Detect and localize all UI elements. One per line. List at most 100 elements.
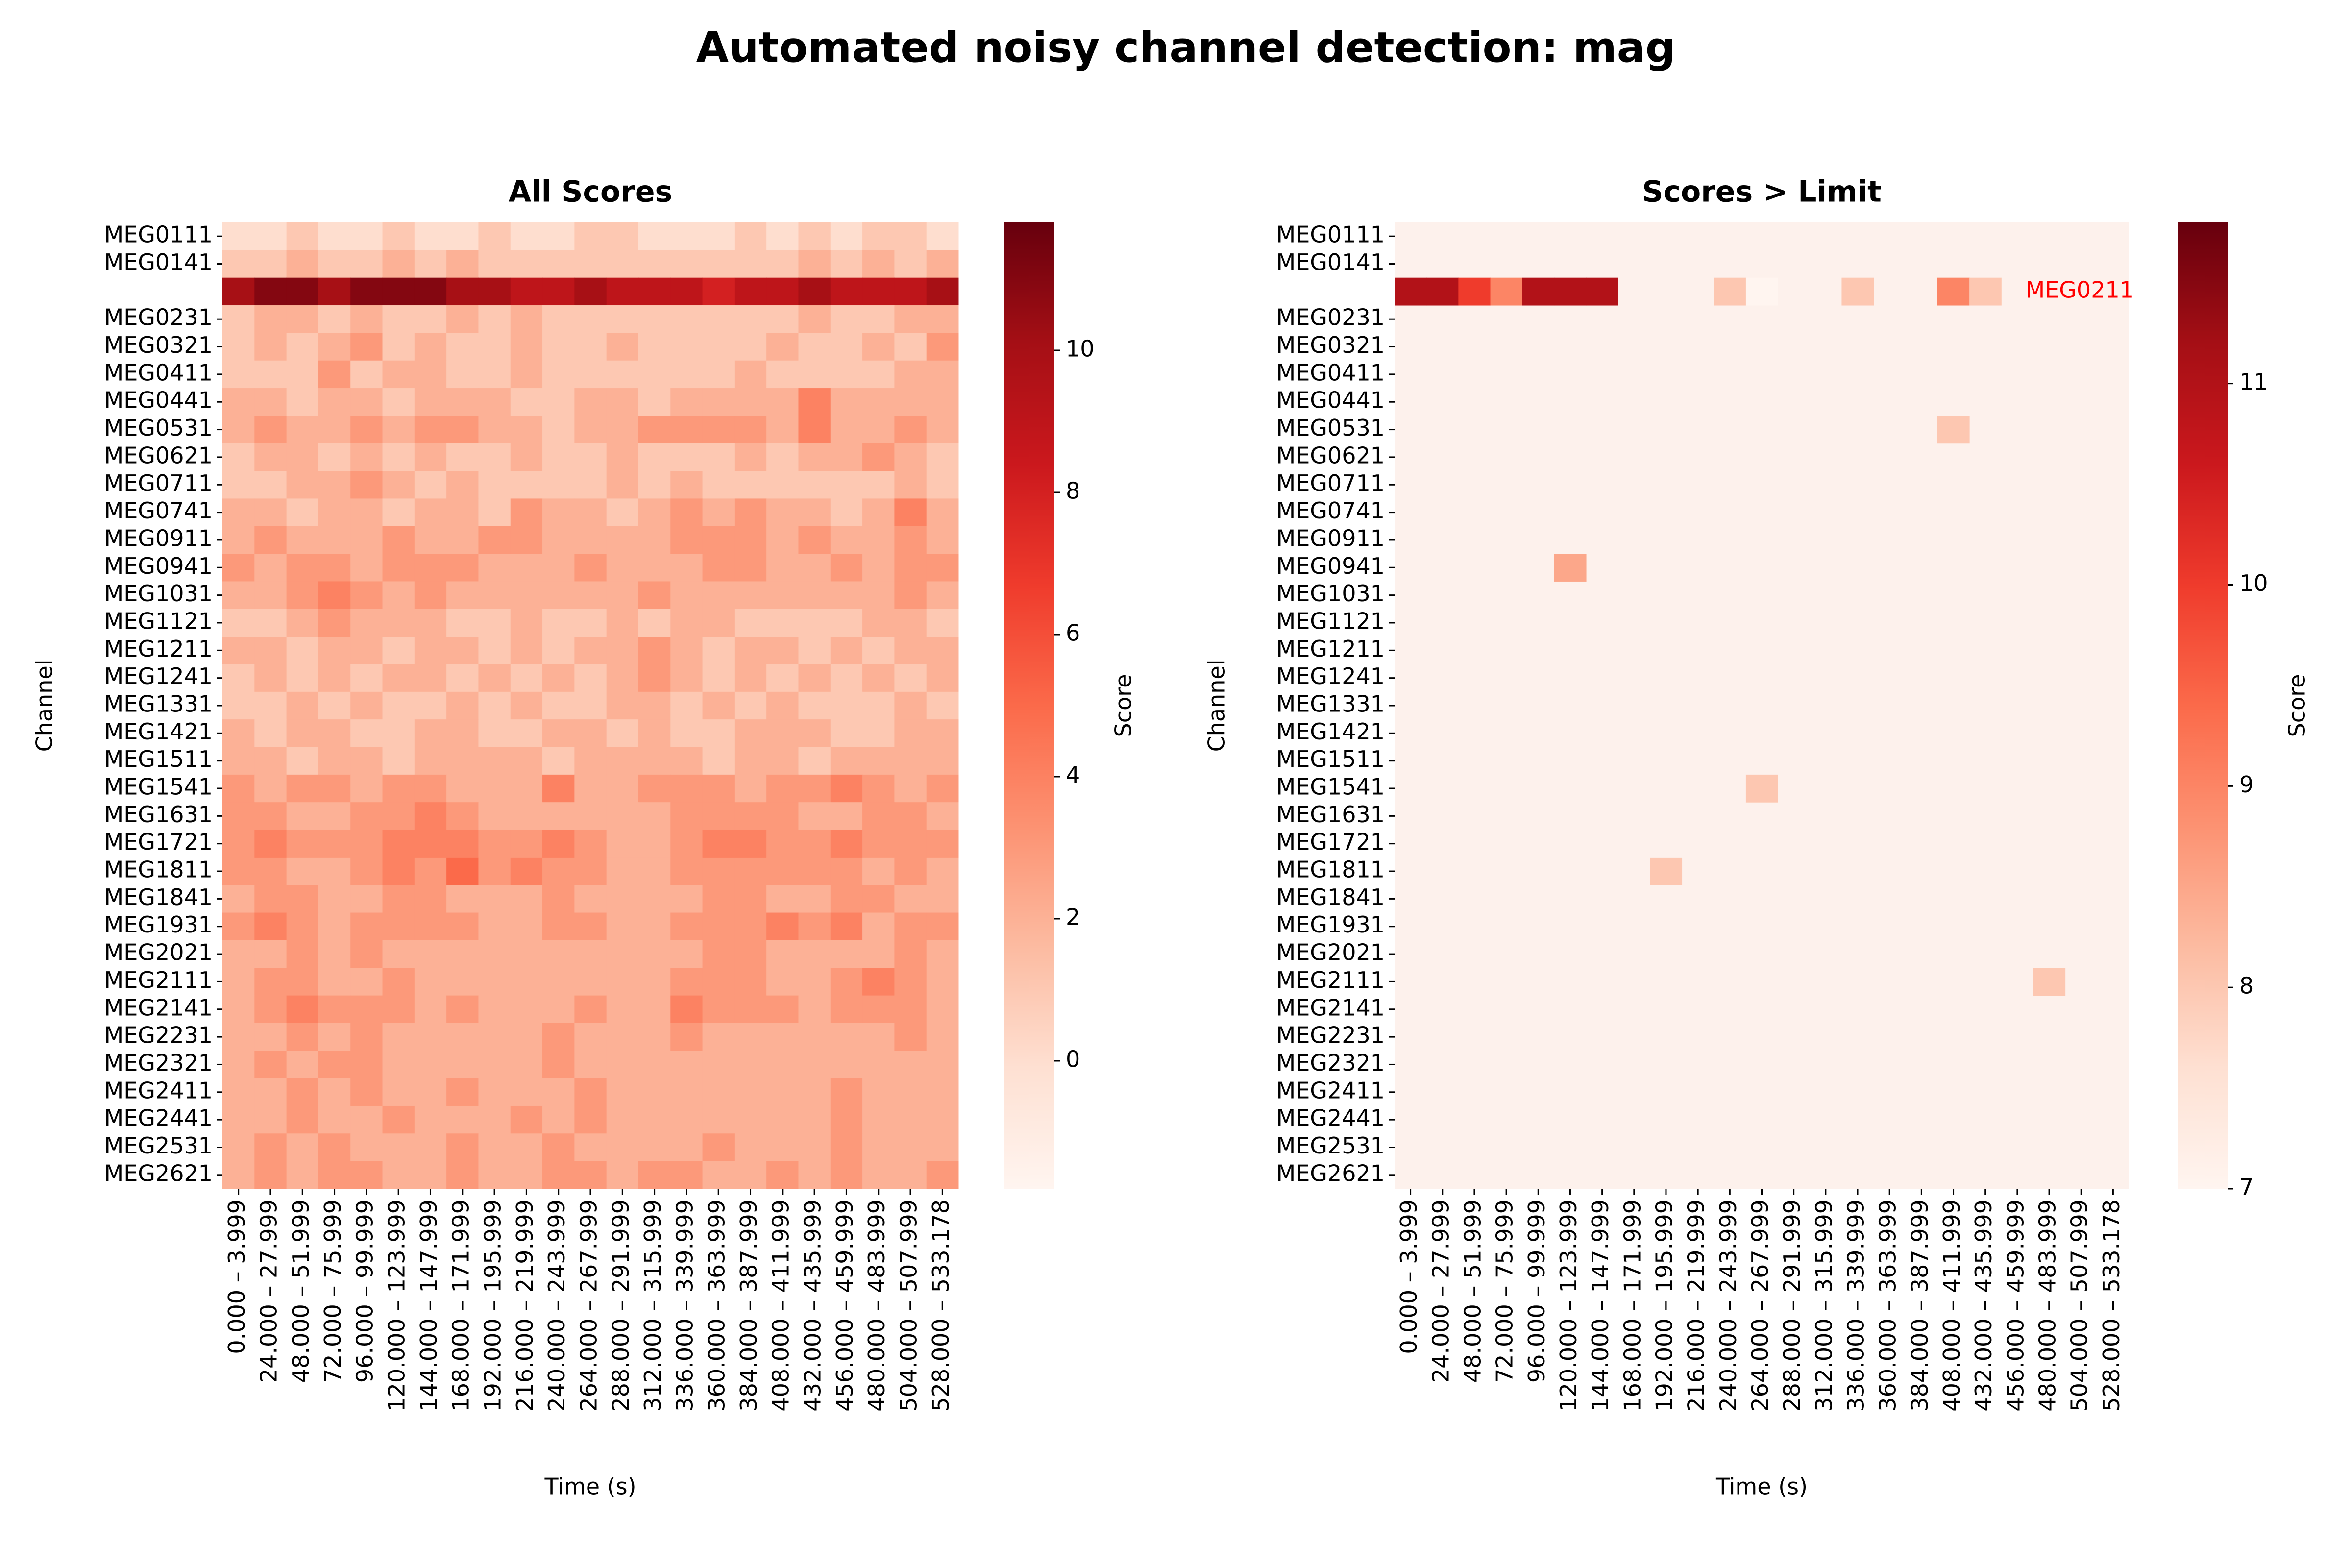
heat-cell: [574, 774, 607, 803]
heat-cell: [318, 857, 351, 885]
heat-cell: [766, 526, 799, 554]
heat-cell: [414, 747, 447, 775]
heat-cell: [510, 471, 543, 499]
heat-cell: [702, 222, 735, 250]
heat-cell: [222, 443, 255, 471]
x-tick-label: 24.000 – 27.999: [255, 1200, 282, 1383]
heat-cell: [670, 416, 703, 444]
heat-cell: [414, 305, 447, 333]
heat-cell: [766, 471, 799, 499]
y-tick-label: MEG1241: [104, 663, 213, 689]
plot-title: All Scores: [509, 175, 672, 209]
heat-cell: [254, 222, 287, 250]
heat-cell: [894, 498, 927, 527]
heat-cell: [222, 912, 255, 941]
heat-cell: [222, 857, 255, 885]
heat-cell: [574, 609, 607, 637]
heat-cell: [254, 498, 287, 527]
y-axis-label: Channel: [1203, 660, 1230, 752]
heat-cell: [830, 471, 863, 499]
heat-cell: [446, 637, 479, 664]
heat-cell: [350, 1133, 383, 1162]
heat-cell: [702, 719, 735, 748]
heat-cell: [254, 333, 287, 361]
heat-cell: [254, 581, 287, 610]
heat-cell: [350, 940, 383, 968]
heat-cell: [510, 691, 543, 720]
heat-cell: [478, 443, 511, 471]
x-tick-label: 96.000 – 99.999: [1523, 1200, 1550, 1383]
heat-cell: [766, 222, 799, 250]
heat-cell: [350, 885, 383, 913]
heat-cell: [766, 664, 799, 692]
heat-cell: [830, 802, 863, 831]
heat-cell: [862, 498, 895, 527]
heat-cell: [318, 1105, 351, 1134]
heat-cell: [894, 222, 927, 250]
heat-cell: [318, 940, 351, 968]
heat-cell: [574, 581, 607, 610]
heat-cell: [254, 857, 287, 885]
y-tick-label: MEG0941: [1276, 553, 1385, 579]
heat-cell: [286, 885, 319, 913]
heat-cell: [542, 333, 575, 361]
heat-cell: [542, 830, 575, 858]
heat-cell: [638, 691, 671, 720]
heat-cell: [894, 554, 927, 582]
heat-cell: [350, 222, 383, 250]
heat-cell: [1937, 277, 1970, 306]
heat-cell: [798, 581, 831, 610]
heat-cell: [702, 609, 735, 637]
heat-cell: [766, 333, 799, 361]
heat-cell: [542, 305, 575, 333]
heat-cell: [414, 857, 447, 885]
heat-cell: [318, 277, 351, 306]
heat-cell: [926, 360, 959, 389]
colorbar-tick-label: 0: [1066, 1046, 1080, 1073]
x-tick-label: 168.000 – 171.999: [447, 1200, 474, 1412]
heat-cell: [382, 1023, 415, 1051]
heat-cell: [510, 1023, 543, 1051]
heat-cell: [926, 885, 959, 913]
heat-cell: [702, 1105, 735, 1134]
heat-cell: [926, 388, 959, 416]
heat-cell: [702, 995, 735, 1024]
heat-cell: [510, 912, 543, 941]
heat-cell: [350, 664, 383, 692]
y-tick-label: MEG2021: [1276, 939, 1385, 966]
heat-cell: [382, 554, 415, 582]
heat-cell: [830, 1105, 863, 1134]
x-axis-label: Time (s): [1715, 1473, 1808, 1500]
heat-cell: [862, 250, 895, 278]
heat-cell: [638, 802, 671, 831]
heat-cell: [862, 691, 895, 720]
x-tick-label: 504.000 – 507.999: [896, 1200, 922, 1412]
heat-cell: [830, 747, 863, 775]
x-tick-label: 120.000 – 123.999: [384, 1200, 410, 1412]
heat-cell: [798, 1133, 831, 1162]
heat-cell: [414, 995, 447, 1024]
heat-cell: [222, 830, 255, 858]
heat-cell: [702, 940, 735, 968]
heat-cell: [222, 471, 255, 499]
heat-cell: [414, 912, 447, 941]
heat-cell: [542, 443, 575, 471]
heat-cell: [286, 360, 319, 389]
heat-cell: [670, 664, 703, 692]
heat-cell: [382, 747, 415, 775]
heat-cell: [382, 333, 415, 361]
heat-cell: [254, 1105, 287, 1134]
heat-cell: [254, 1161, 287, 1189]
heat-cell: [318, 1023, 351, 1051]
heat-cell: [414, 637, 447, 664]
heat-cell: [510, 774, 543, 803]
heat-cell: [766, 277, 799, 306]
heat-cell: [798, 1105, 831, 1134]
heat-cell: [222, 885, 255, 913]
heat-cell: [542, 554, 575, 582]
x-tick-label: 120.000 – 123.999: [1555, 1200, 1582, 1412]
heat-cell: [446, 526, 479, 554]
heat-cell: [798, 416, 831, 444]
y-tick-label: MEG1841: [1276, 884, 1385, 910]
heat-cell: [798, 912, 831, 941]
